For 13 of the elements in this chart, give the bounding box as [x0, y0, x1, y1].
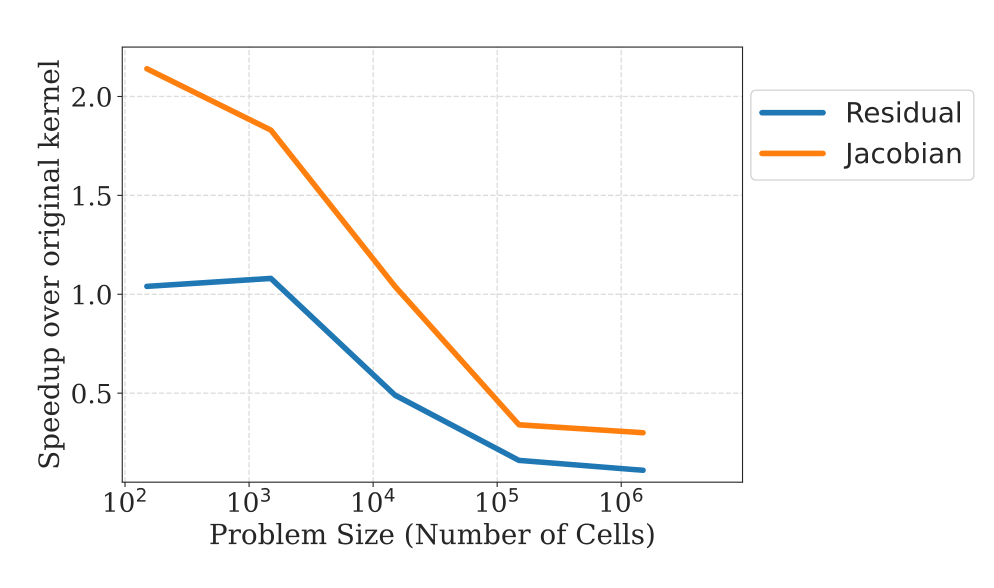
legend-label: Residual — [848, 101, 960, 123]
x-tick-label: 10$^{4}$ — [353, 488, 394, 512]
legend-label: Jacobian — [844, 142, 960, 169]
x-axis-title: Problem Size (Number of Cells) — [210, 522, 654, 548]
x-tick-label: 10$^{3}$ — [229, 488, 270, 512]
x-tick-label: 10$^{6}$ — [601, 488, 642, 512]
y-tick-label: 1.0 — [74, 284, 111, 305]
x-tick-label: 10$^{2}$ — [105, 488, 146, 512]
y-tick-label: 0.5 — [72, 384, 111, 404]
y-tick-label: 2.0 — [72, 86, 111, 107]
x-tick-label: 10$^{5}$ — [477, 488, 518, 512]
y-axis-title: Speedup over original kernel — [38, 60, 66, 468]
y-tick-label: 1.5 — [74, 186, 111, 206]
